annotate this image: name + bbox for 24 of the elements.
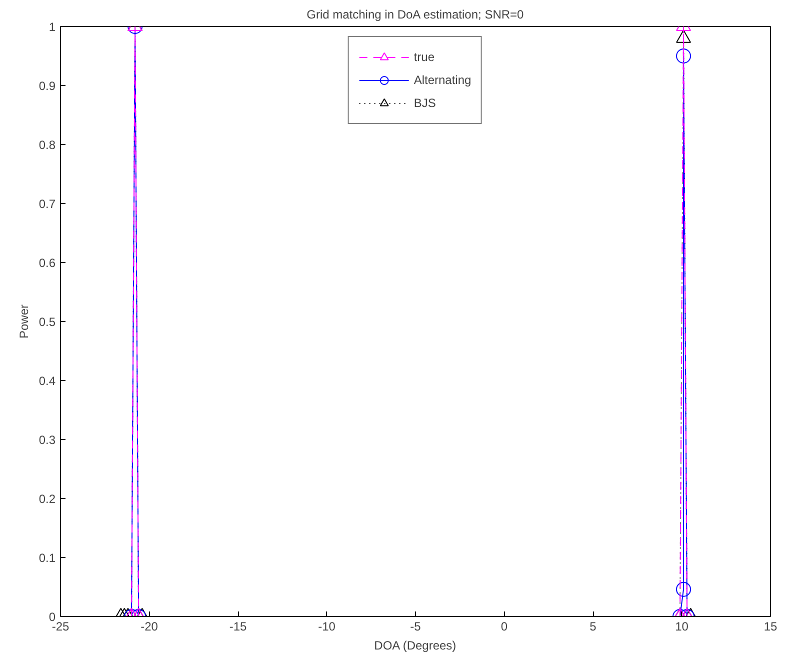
y-tick-label: 1 <box>48 20 56 34</box>
x-tick-label: -15 <box>229 620 247 634</box>
x-tick-label: 10 <box>675 620 689 634</box>
y-tick-label: 0.2 <box>38 492 56 506</box>
x-tick-label: 15 <box>764 620 778 634</box>
y-tick-label: 0.3 <box>38 433 56 447</box>
y-tick-label: 0.7 <box>38 197 56 211</box>
y-tick-label: 0.1 <box>38 551 56 565</box>
x-tick-label: -5 <box>410 620 422 634</box>
legend-label: BJS <box>414 96 436 110</box>
y-axis-title: Power <box>16 304 31 339</box>
x-tick-label: 5 <box>590 620 597 634</box>
legend-label: Alternating <box>414 73 472 87</box>
y-tick-label: 0.5 <box>38 315 56 329</box>
y-tick-label: 0.4 <box>38 374 56 388</box>
x-axis-title: DOA (Degrees) <box>374 638 456 652</box>
y-tick-label: 0.9 <box>38 79 56 93</box>
x-tick-label: -10 <box>318 620 336 634</box>
y-tick-label: 0.6 <box>38 256 56 270</box>
x-tick-label: -20 <box>140 620 158 634</box>
y-tick-label: 0.8 <box>38 138 56 152</box>
x-tick-label: 0 <box>500 620 508 634</box>
chart-title: Grid matching in DoA estimation; SNR=0 <box>306 8 524 22</box>
legend-label: true <box>414 50 434 64</box>
